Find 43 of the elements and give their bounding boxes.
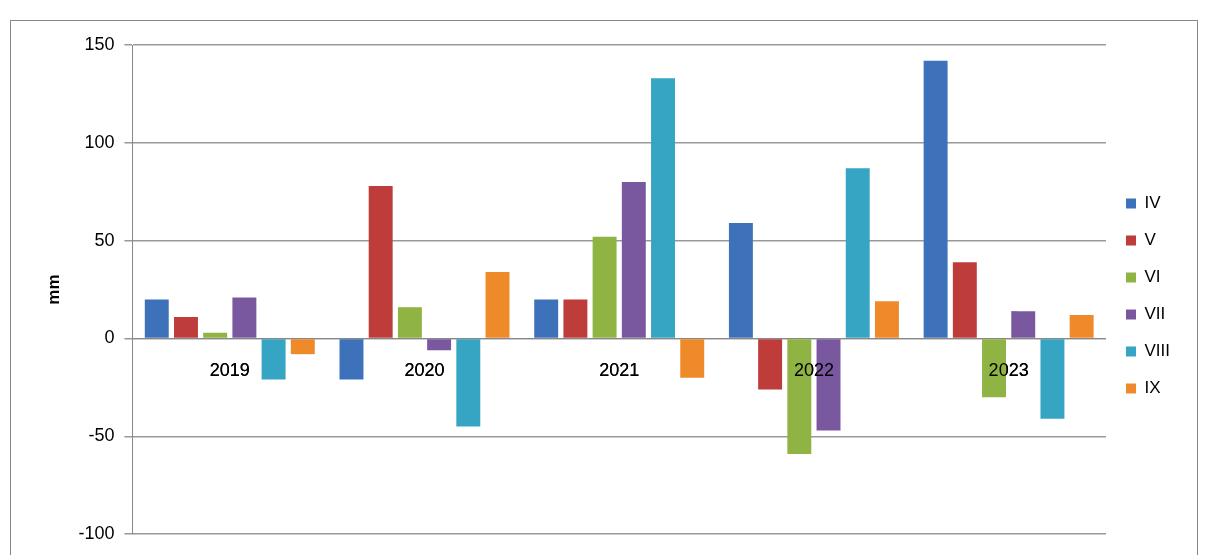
bar — [290, 339, 315, 355]
bar — [174, 317, 198, 338]
bar — [144, 299, 169, 338]
bar — [845, 168, 870, 338]
y-tick-label: 150 — [84, 33, 115, 54]
bar — [261, 339, 286, 380]
legend-label: IX — [1144, 378, 1161, 398]
bar — [1069, 315, 1094, 338]
bar — [651, 78, 675, 338]
y-tick-label: -100 — [78, 523, 115, 544]
legend-label: VII — [1144, 304, 1166, 324]
bar — [339, 339, 364, 380]
x-tick-label: 2021 — [599, 360, 640, 381]
bar — [534, 299, 559, 338]
y-tick-label: 100 — [84, 131, 115, 152]
y-tick-label: 0 — [104, 327, 115, 348]
legend-label: VI — [1144, 267, 1161, 287]
y-tick-label: -50 — [88, 425, 115, 446]
bar — [203, 332, 228, 338]
legend-label: IV — [1144, 193, 1162, 213]
bar — [923, 60, 948, 338]
bar — [456, 339, 481, 427]
x-tick-label: 2020 — [404, 360, 445, 381]
y-axis-title: mm — [43, 274, 63, 305]
bar — [1011, 311, 1036, 338]
bar — [592, 236, 617, 338]
bar — [485, 271, 510, 338]
y-tick-label: 50 — [94, 229, 115, 250]
bar — [874, 301, 899, 338]
bar — [952, 262, 977, 338]
bar — [563, 299, 588, 338]
bar — [728, 223, 753, 338]
bar — [427, 339, 452, 351]
bar — [232, 297, 257, 338]
legend-label: V — [1144, 230, 1157, 250]
legend-label: VIII — [1144, 341, 1171, 361]
bar — [1040, 339, 1065, 419]
bar — [758, 339, 783, 390]
bar — [621, 181, 646, 338]
bar — [680, 339, 705, 378]
bar — [397, 307, 422, 338]
x-tick-label: 2019 — [209, 360, 250, 381]
bar — [368, 185, 393, 338]
